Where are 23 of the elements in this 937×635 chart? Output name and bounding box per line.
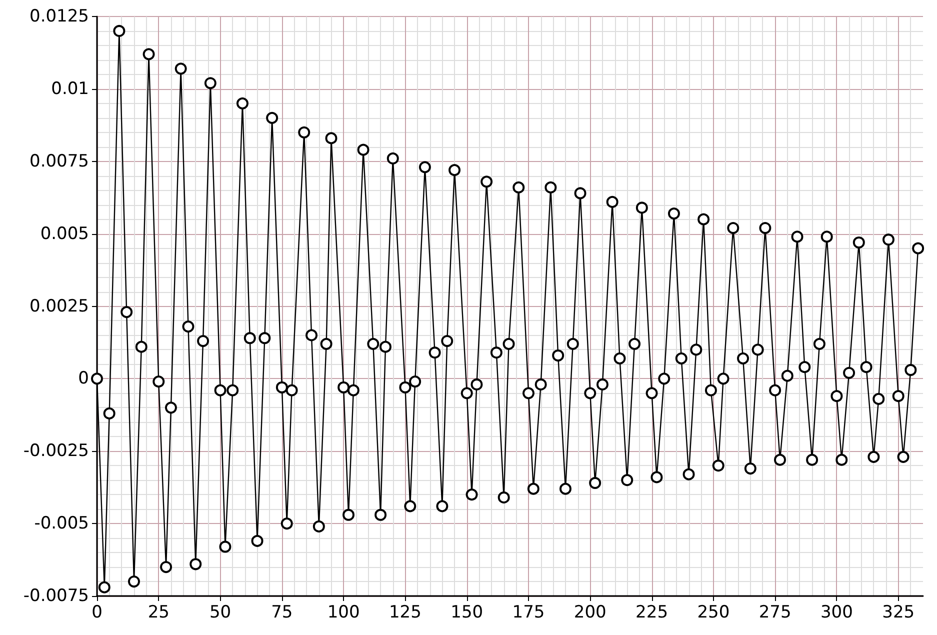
x-tick-label: 225 [636,602,668,622]
y-tick-label: -0.0025 [23,441,89,462]
x-tick-label: 250 [697,602,730,622]
y-tick-label: 0.0025 [30,296,89,316]
x-tick-label: 0 [92,602,102,622]
x-tick-label: 300 [820,602,853,622]
y-tick-label: 0.01 [51,78,89,99]
x-tick-label: 50 [209,602,232,622]
y-tick-label: 0.005 [40,224,89,244]
y-tick-label: 0.0125 [30,6,89,26]
x-tick-label: 125 [388,602,422,622]
x-tick-label: 75 [271,602,293,622]
y-tick-label: -0.0075 [23,586,89,606]
y-tick-label: 0.0075 [30,151,89,172]
y-tick-label: 0 [78,368,89,389]
x-tick-label: 150 [450,602,484,622]
x-tick-label: 175 [512,602,545,622]
x-tick-label: 325 [882,602,915,622]
y-tick-label: -0.005 [34,514,89,534]
x-tick-label: 275 [758,602,792,622]
x-tick-label: 200 [574,602,606,622]
x-tick-label: 100 [327,602,360,622]
x-tick-label: 25 [148,602,170,622]
